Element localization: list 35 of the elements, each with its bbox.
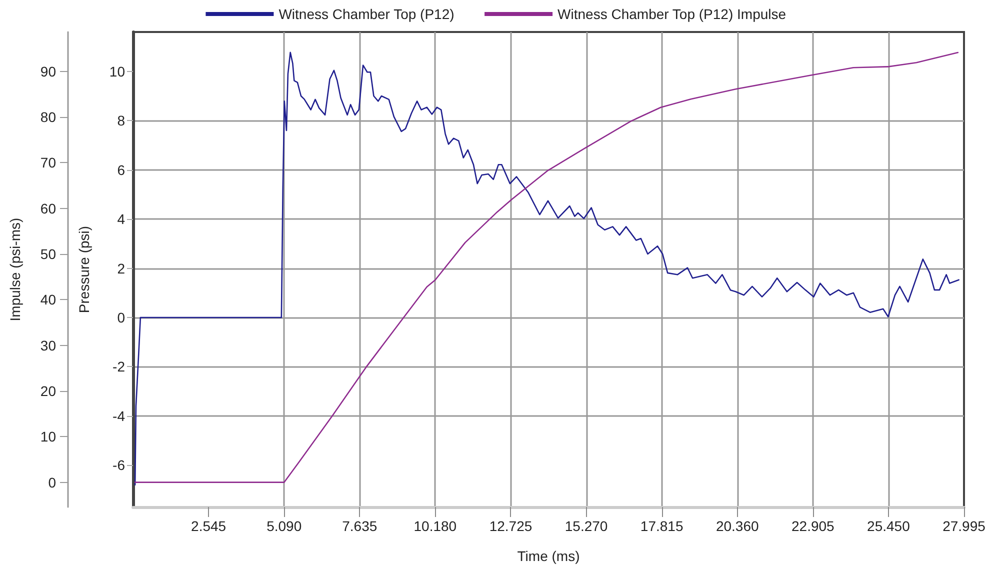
x-tick-label: 12.725 [489, 518, 532, 534]
y-tick-label: 0 [117, 309, 126, 326]
x-tick-label: 10.180 [414, 518, 457, 534]
y2-tick-label: 50 [40, 246, 56, 262]
y-tick-label: -6 [112, 457, 126, 474]
y2-tick-label: 20 [40, 382, 56, 399]
y2-tick-label: 30 [40, 337, 56, 354]
y-tick-label: 2 [117, 260, 126, 276]
y-tick-label: 6 [117, 162, 126, 178]
x-tick-label: 17.815 [640, 518, 684, 534]
y2-tick-label: 70 [40, 154, 56, 171]
y-tick-label: -4 [112, 408, 126, 424]
y2-tick-label: 0 [48, 474, 56, 490]
y-tick-label: 4 [117, 211, 126, 228]
x-tick-label: 22.905 [791, 518, 835, 534]
y2-tick-label: 90 [40, 63, 56, 80]
y2-tick-label: 80 [40, 108, 56, 125]
y2-tick-label: 10 [40, 428, 56, 445]
legend-label: Witness Chamber Top (P12) [278, 6, 454, 22]
y-tick-label: -2 [112, 358, 126, 375]
y2-tick-label: 40 [40, 292, 56, 308]
x-axis-title: Time (ms) [517, 548, 580, 564]
x-tick-label: 5.090 [266, 518, 302, 534]
x-tick-label: 27.995 [942, 518, 986, 534]
y-tick-label: 10 [109, 63, 126, 80]
x-tick-label: 25.450 [867, 518, 910, 534]
y2-tick-label: 60 [40, 200, 56, 216]
y-tick-label: 8 [117, 112, 126, 129]
x-tick-label: 20.360 [716, 518, 759, 534]
legend-label: Witness Chamber Top (P12) Impulse [558, 6, 786, 22]
y2-axis-title: Impulse (psi-ms) [7, 218, 23, 322]
x-tick-label: 2.545 [191, 518, 226, 534]
x-tick-label: 15.270 [564, 518, 608, 534]
x-tick-label: 7.635 [342, 518, 378, 534]
y-axis-title: Pressure (psi) [76, 226, 92, 314]
